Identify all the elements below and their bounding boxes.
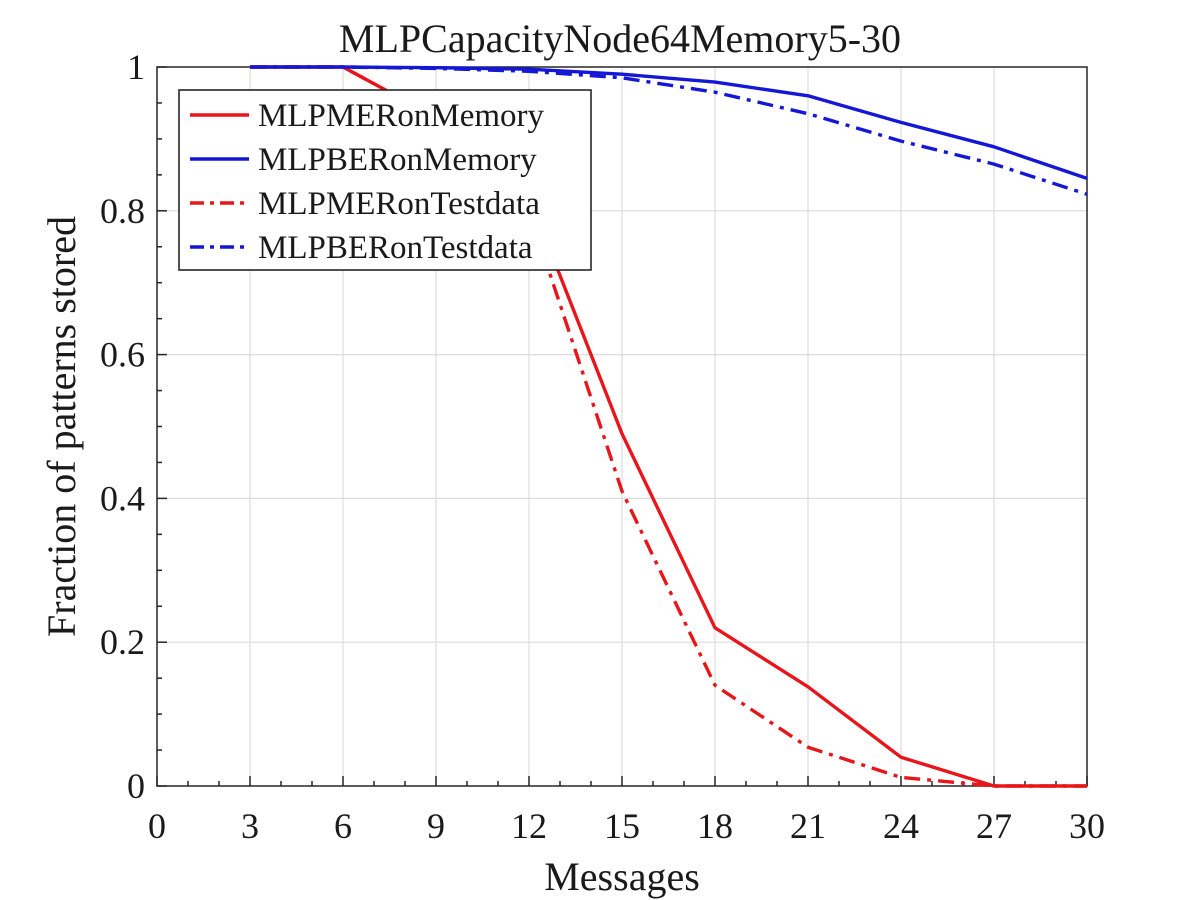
x-tick-label: 15: [604, 806, 640, 846]
legend-label: MLPMERonTestdata: [258, 186, 540, 222]
x-tick-label: 27: [976, 806, 1012, 846]
y-tick-label: 0.2: [100, 622, 145, 662]
x-tick-label: 18: [697, 806, 733, 846]
y-tick-label: 0.8: [100, 191, 145, 231]
x-tick-label: 9: [427, 806, 445, 846]
x-axis-label: Messages: [544, 854, 700, 899]
legend-label: MLPBERonTestdata: [258, 230, 533, 266]
legend-label: MLPBERonMemory: [258, 142, 537, 178]
y-tick-label: 0: [127, 766, 145, 806]
x-tick-label: 30: [1069, 806, 1105, 846]
y-tick-label: 0.4: [100, 478, 145, 518]
x-tick-label: 6: [334, 806, 352, 846]
x-tick-label: 21: [790, 806, 826, 846]
legend: MLPMERonMemory MLPBERonMemory MLPMERonTest…: [178, 89, 592, 271]
legend-box: [178, 89, 592, 271]
series-MLPBERonTestdata: [250, 65, 1088, 196]
x-tick-label: 12: [511, 806, 547, 846]
y-axis-label: Fraction of patterns stored: [39, 216, 84, 637]
legend-label: MLPMERonMemory: [258, 98, 545, 134]
y-tick-label: 1: [127, 47, 145, 87]
x-tick-label: 0: [148, 806, 166, 846]
y-tick-label: 0.6: [100, 335, 145, 375]
axes: 0 3 6 9 12 15 18 21 24 27 30 0 0.2 0.4 0.6 0.8 1: [100, 47, 1105, 846]
x-tick-label: 24: [883, 806, 919, 846]
x-tick-label: 3: [241, 806, 259, 846]
chart-title: MLPCapacityNode64Memory5-30: [339, 16, 901, 61]
